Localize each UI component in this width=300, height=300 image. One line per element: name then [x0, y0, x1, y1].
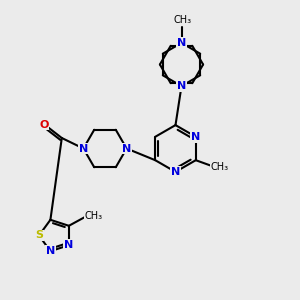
- Text: CH₃: CH₃: [85, 211, 103, 220]
- Text: N: N: [177, 81, 186, 91]
- Text: N: N: [46, 246, 55, 256]
- Text: N: N: [191, 132, 200, 142]
- Text: O: O: [39, 119, 49, 130]
- Text: N: N: [177, 38, 186, 48]
- Text: N: N: [171, 167, 180, 177]
- Text: CH₃: CH₃: [211, 162, 229, 172]
- Text: N: N: [122, 143, 131, 154]
- Text: N: N: [79, 143, 88, 154]
- Text: S: S: [35, 230, 43, 241]
- Text: N: N: [64, 240, 74, 250]
- Text: CH₃: CH₃: [173, 15, 191, 25]
